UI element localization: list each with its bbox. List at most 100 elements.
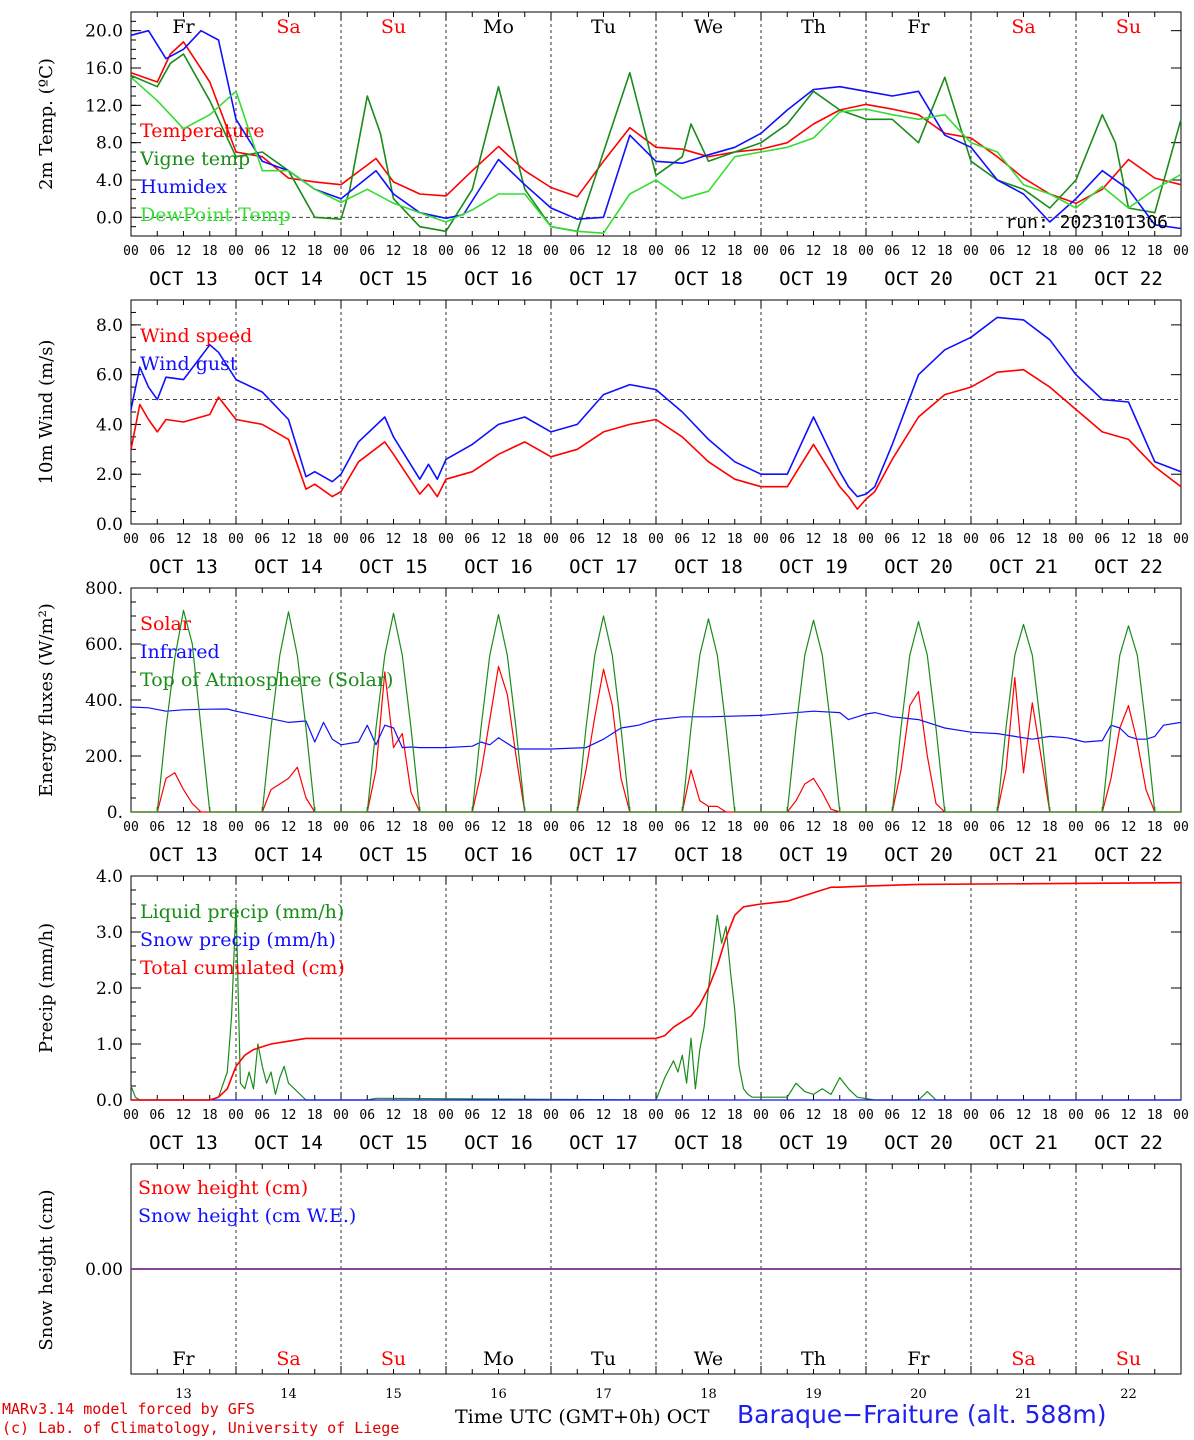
legend-entry: Temperature (140, 120, 264, 142)
hour-tick-label: 18 (202, 244, 218, 259)
hour-tick-label: 18 (307, 532, 323, 547)
y-tick-label: 16.0 (85, 59, 123, 79)
y-tick-label: 0.0 (96, 515, 123, 535)
hour-tick-label: 18 (622, 244, 638, 259)
hour-tick-label: 06 (1094, 244, 1110, 259)
hour-tick-label: 12 (701, 244, 717, 259)
y-tick-label: 20.0 (85, 22, 123, 42)
hour-tick-label: 18 (832, 532, 848, 547)
hour-tick-label: 00 (753, 244, 769, 259)
hour-tick-label: 12 (806, 1108, 822, 1123)
hour-tick-label: 18 (727, 820, 743, 835)
hour-tick-label: 06 (989, 820, 1005, 835)
hour-tick-label: 00 (858, 1108, 874, 1123)
hour-tick-label: 18 (937, 532, 953, 547)
hour-tick-label: 06 (779, 244, 795, 259)
hour-tick-label: 06 (779, 532, 795, 547)
hour-tick-label: 12 (386, 532, 402, 547)
legend-entry: Snow height (cm W.E.) (138, 1205, 356, 1227)
station-label: Baraque−Fraiture (alt. 588m) (737, 1400, 1107, 1429)
hour-tick-label: 12 (1016, 244, 1032, 259)
date-label: OCT 19 (779, 556, 848, 578)
date-label: OCT 17 (569, 844, 638, 866)
y-axis-label: Energy fluxes (W/m²) (36, 603, 57, 797)
hour-tick-label: 12 (701, 820, 717, 835)
time-axis-label: Time UTC (GMT+0h) OCT (455, 1406, 710, 1428)
date-label: OCT 19 (779, 1132, 848, 1154)
hour-tick-label: 12 (281, 820, 297, 835)
hour-tick-label: 12 (1016, 820, 1032, 835)
date-label: OCT 22 (1094, 268, 1163, 290)
run-label: run: 2023101306 (1005, 212, 1168, 233)
weekday-label-top: Th (801, 16, 826, 38)
hour-tick-label: 00 (648, 532, 664, 547)
hour-tick-label: 18 (202, 820, 218, 835)
hour-tick-label: 00 (438, 244, 454, 259)
series-line-wind-speed (130, 368, 1182, 510)
hour-tick-label: 12 (281, 244, 297, 259)
date-label: OCT 16 (464, 844, 533, 866)
y-tick-label: 0.00 (85, 1260, 123, 1280)
legend-entry: Vigne temp (139, 148, 250, 170)
day-number: 16 (490, 1387, 507, 1402)
hour-tick-label: 00 (1173, 820, 1189, 835)
panel-2-frame (130, 299, 1182, 525)
date-label: OCT 13 (149, 556, 218, 578)
model-credit: MARv3.14 model forced by GFS (c) Lab. of… (2, 1400, 399, 1438)
y-tick-label: 8.0 (96, 134, 123, 154)
hour-tick-label: 00 (858, 244, 874, 259)
date-label: OCT 18 (674, 556, 743, 578)
hour-tick-label: 18 (412, 244, 428, 259)
hour-tick-label: 00 (1173, 1108, 1189, 1123)
hour-tick-label: 00 (963, 244, 979, 259)
date-label: OCT 16 (464, 268, 533, 290)
hour-tick-label: 12 (596, 820, 612, 835)
hour-tick-label: 00 (858, 820, 874, 835)
date-label: OCT 20 (884, 556, 953, 578)
day-number: 19 (805, 1387, 822, 1402)
hour-tick-label: 00 (438, 532, 454, 547)
hour-tick-label: 12 (176, 244, 192, 259)
day-number: 20 (910, 1387, 927, 1402)
day-number: 15 (385, 1387, 402, 1402)
hour-tick-label: 06 (149, 820, 165, 835)
legend-entry: Wind gust (140, 353, 238, 375)
hour-tick-label: 06 (884, 532, 900, 547)
weekday-label-top: Sa (1011, 16, 1035, 38)
y-tick-label: 8.0 (96, 316, 123, 336)
hour-tick-label: 00 (963, 820, 979, 835)
hour-tick-label: 06 (254, 244, 270, 259)
hour-tick-label: 12 (806, 820, 822, 835)
y-tick-label: 2.0 (96, 465, 123, 485)
weekday-label-top: Fr (172, 16, 195, 38)
date-label: OCT 17 (569, 556, 638, 578)
time-utc-label: Time UTC (GMT+0h) (455, 1406, 661, 1428)
date-label: OCT 21 (989, 556, 1058, 578)
hour-tick-label: 18 (937, 820, 953, 835)
hour-tick-label: 12 (1121, 532, 1137, 547)
date-label: OCT 14 (254, 556, 323, 578)
hour-tick-label: 12 (491, 820, 507, 835)
hour-tick-label: 12 (386, 1108, 402, 1123)
hour-tick-label: 18 (1147, 1108, 1163, 1123)
hour-tick-label: 06 (254, 532, 270, 547)
hour-tick-label: 06 (149, 1108, 165, 1123)
hour-tick-label: 12 (491, 244, 507, 259)
hour-tick-label: 06 (1094, 1108, 1110, 1123)
date-label: OCT 22 (1094, 1132, 1163, 1154)
weekday-label-top: Su (381, 16, 406, 38)
legend-entry: DewPoint Temp (140, 204, 291, 226)
hour-tick-label: 18 (517, 532, 533, 547)
weekday-label-top: We (694, 16, 723, 38)
hour-tick-label: 12 (176, 1108, 192, 1123)
hour-tick-label: 18 (517, 1108, 533, 1123)
date-label: OCT 20 (884, 1132, 953, 1154)
hour-tick-label: 00 (1068, 244, 1084, 259)
hour-tick-label: 18 (517, 244, 533, 259)
y-tick-label: 3.0 (96, 923, 123, 943)
hour-tick-label: 00 (1173, 244, 1189, 259)
hour-tick-label: 18 (1147, 820, 1163, 835)
hour-tick-label: 18 (622, 532, 638, 547)
hour-tick-label: 06 (674, 244, 690, 259)
hour-tick-label: 18 (517, 820, 533, 835)
